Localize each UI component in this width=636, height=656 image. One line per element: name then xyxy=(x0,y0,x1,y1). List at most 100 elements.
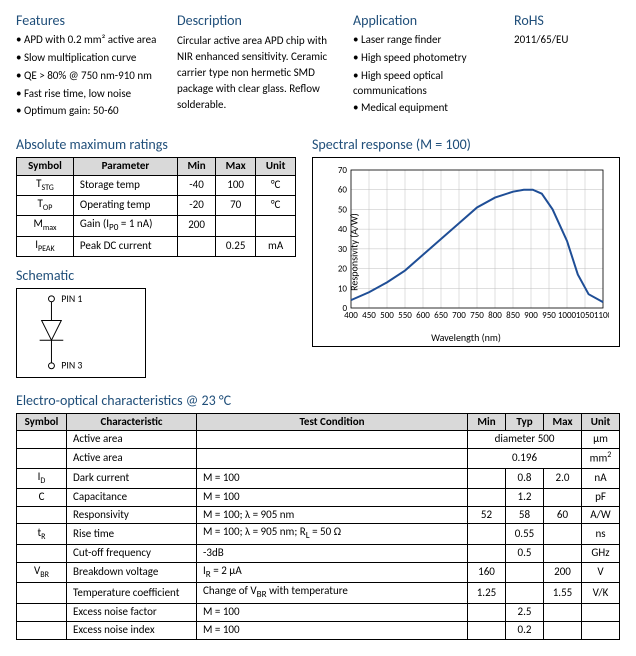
abs-max-table: Symbol Parameter Min Max Unit TSTG Stora… xyxy=(16,157,296,256)
eo-typ: 2.5 xyxy=(506,603,544,621)
rohs-value: 2011/65/EU xyxy=(514,33,620,46)
eo-sym xyxy=(17,545,67,563)
abs-max-sym: TSTG xyxy=(17,176,74,196)
eo-char: Capacitance xyxy=(67,488,197,506)
eo-sym: tR xyxy=(17,524,67,545)
eo-row: VBR Breakdown voltage IR = 2 µA 160 200 … xyxy=(17,562,620,583)
abs-max-th: Parameter xyxy=(73,158,177,176)
eo-sym xyxy=(17,506,67,524)
schematic-heading: Schematic xyxy=(16,267,296,284)
svg-text:50: 50 xyxy=(338,205,348,216)
description-column: Description Circular active area APD chi… xyxy=(177,12,337,122)
abs-max-sym: TOP xyxy=(17,196,74,216)
svg-text:1050: 1050 xyxy=(576,310,595,321)
mid-section: Absolute maximum ratings Symbol Paramete… xyxy=(16,136,620,377)
application-item: Laser range finder xyxy=(353,33,498,48)
eo-tc: M = 100; λ = 905 nm xyxy=(197,506,468,524)
abs-max-param: Storage temp xyxy=(73,176,177,196)
eo-unit: mm2 xyxy=(582,449,620,469)
eo-unit: A/W xyxy=(582,506,620,524)
svg-text:1100: 1100 xyxy=(594,310,609,321)
abs-max-row: IPEAK Peak DC current 0.25 mA xyxy=(17,236,296,256)
eo-char: Cut-off frequency xyxy=(67,545,197,563)
eo-max: 2.0 xyxy=(544,468,582,488)
eo-typ: diameter 500 xyxy=(468,431,582,449)
eo-min: 1.25 xyxy=(468,583,506,604)
abs-max-row: TOP Operating temp -20 70 °C xyxy=(17,196,296,216)
eo-typ xyxy=(506,562,544,583)
eo-row: Active area 0.196 mm2 xyxy=(17,449,620,469)
right-mid-column: Spectral response (M = 100) Responsivity… xyxy=(312,136,620,347)
abs-max-max: 70 xyxy=(216,196,256,216)
eo-max xyxy=(544,603,582,621)
eo-min xyxy=(468,488,506,506)
application-item: Medical equipment xyxy=(353,101,498,116)
abs-max-unit xyxy=(256,216,296,237)
eo-char: Active area xyxy=(67,449,197,469)
eo-heading: Electro-optical characteristics @ 23 °C xyxy=(16,392,620,409)
eo-max xyxy=(544,621,582,639)
eo-max xyxy=(544,524,582,545)
eo-unit: GHz xyxy=(582,545,620,563)
description-text: Circular active area APD chip with NIR e… xyxy=(177,33,337,113)
description-heading: Description xyxy=(177,12,337,29)
eo-max xyxy=(544,545,582,563)
eo-min: 160 xyxy=(468,562,506,583)
abs-max-row: Mmax Gain (IP0 = 1 nA) 200 xyxy=(17,216,296,237)
eo-row: Cut-off frequency -3dB 0.5 GHz xyxy=(17,545,620,563)
features-item: Slow multiplication curve xyxy=(16,51,161,66)
abs-max-unit: °C xyxy=(256,176,296,196)
features-column: Features APD with 0.2 mm² active area Sl… xyxy=(16,12,161,122)
abs-max-min: -40 xyxy=(178,176,216,196)
eo-header-row: Symbol Characteristic Test Condition Min… xyxy=(17,413,620,431)
eo-char: Active area xyxy=(67,431,197,449)
eo-sym: VBR xyxy=(17,562,67,583)
eo-row: Excess noise index M = 100 0.2 xyxy=(17,621,620,639)
abs-max-sym: IPEAK xyxy=(17,236,74,256)
eo-typ: 0.8 xyxy=(506,468,544,488)
eo-typ: 1.2 xyxy=(506,488,544,506)
svg-text:750: 750 xyxy=(470,310,484,321)
svg-text:40: 40 xyxy=(338,224,348,235)
eo-char: Excess noise factor xyxy=(67,603,197,621)
eo-th: Characteristic xyxy=(67,413,197,431)
abs-max-max: 100 xyxy=(216,176,256,196)
svg-text:60: 60 xyxy=(338,185,348,196)
rohs-column: RoHS 2011/65/EU xyxy=(514,12,620,122)
eo-sym xyxy=(17,583,67,604)
eo-unit: pF xyxy=(582,488,620,506)
abs-max-th: Unit xyxy=(256,158,296,176)
eo-tc: Change of VBR with temperature xyxy=(197,583,468,604)
svg-text:10: 10 xyxy=(338,284,348,295)
eo-tc: -3dB xyxy=(197,545,468,563)
top-section: Features APD with 0.2 mm² active area Sl… xyxy=(16,12,620,122)
abs-max-unit: mA xyxy=(256,236,296,256)
eo-unit: µm xyxy=(582,431,620,449)
eo-tc: IR = 2 µA xyxy=(197,562,468,583)
spectral-chart-svg: 4004505005506006507007508008509009501000… xyxy=(319,164,609,336)
eo-char: Excess noise index xyxy=(67,621,197,639)
svg-text:1000: 1000 xyxy=(558,310,577,321)
abs-max-th: Symbol xyxy=(17,158,74,176)
features-item: APD with 0.2 mm² active area xyxy=(16,33,161,48)
eo-th: Test Condition xyxy=(197,413,468,431)
eo-typ: 0.5 xyxy=(506,545,544,563)
eo-sym xyxy=(17,603,67,621)
eo-unit: V xyxy=(582,562,620,583)
eo-min xyxy=(468,545,506,563)
eo-tc xyxy=(197,449,468,469)
svg-text:800: 800 xyxy=(488,310,502,321)
eo-min xyxy=(468,603,506,621)
left-mid-column: Absolute maximum ratings Symbol Paramete… xyxy=(16,136,296,377)
svg-text:950: 950 xyxy=(542,310,556,321)
eo-max: 1.55 xyxy=(544,583,582,604)
eo-typ xyxy=(506,583,544,604)
svg-text:700: 700 xyxy=(452,310,466,321)
eo-min xyxy=(468,468,506,488)
features-item: Fast rise time, low noise xyxy=(16,87,161,102)
application-list: Laser range finder High speed photometry… xyxy=(353,33,498,116)
eo-row: Temperature coefficient Change of VBR wi… xyxy=(17,583,620,604)
svg-text:600: 600 xyxy=(416,310,430,321)
application-item: High speed optical communications xyxy=(353,69,498,99)
eo-min xyxy=(468,621,506,639)
